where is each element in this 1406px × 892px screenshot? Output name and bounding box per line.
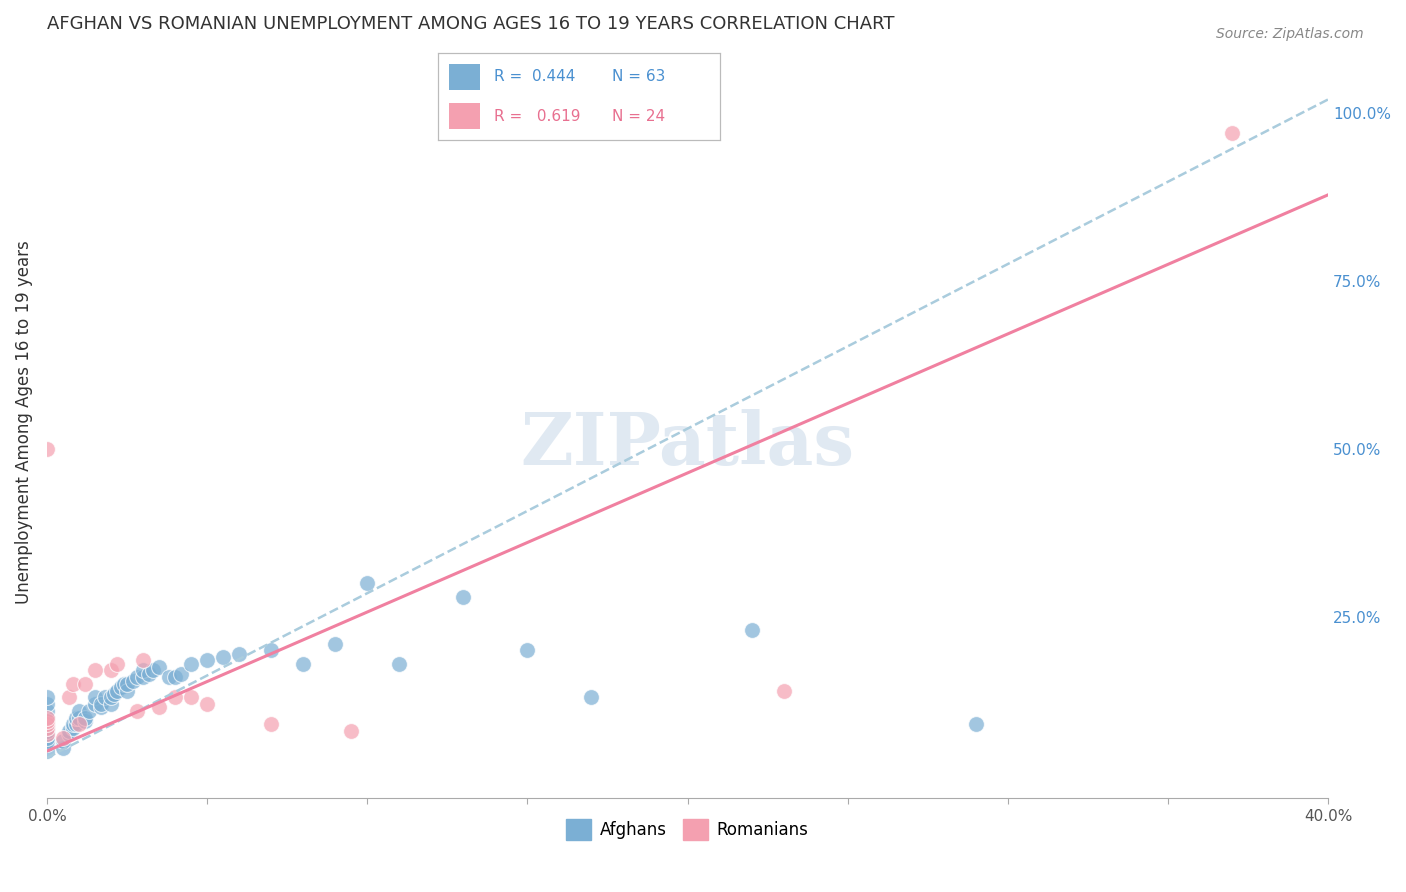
Point <box>195 697 218 711</box>
Point <box>65 710 87 724</box>
Point <box>58 727 80 741</box>
Point <box>1220 126 1243 140</box>
Point <box>35 738 58 752</box>
Point <box>35 704 58 718</box>
Point <box>180 657 202 671</box>
Point <box>35 714 58 728</box>
Point <box>35 717 58 731</box>
Point <box>453 590 475 604</box>
Point <box>35 690 58 705</box>
Legend: Afghans, Romanians: Afghans, Romanians <box>560 813 815 847</box>
Point <box>228 647 250 661</box>
Point <box>77 704 100 718</box>
Point <box>52 734 75 748</box>
Point <box>163 670 186 684</box>
Point <box>35 697 58 711</box>
Point <box>122 673 145 688</box>
Point <box>62 677 84 691</box>
Point <box>195 653 218 667</box>
Point <box>67 717 90 731</box>
Point <box>35 723 58 738</box>
Point <box>516 643 538 657</box>
Point <box>965 717 987 731</box>
Point <box>105 683 128 698</box>
Point <box>100 697 122 711</box>
Point <box>323 637 346 651</box>
Point <box>132 670 155 684</box>
Point <box>58 723 80 738</box>
Point <box>260 643 283 657</box>
Point <box>35 734 58 748</box>
Point <box>35 727 58 741</box>
Point <box>115 683 138 698</box>
Point <box>138 666 160 681</box>
Point <box>67 704 90 718</box>
Point <box>65 717 87 731</box>
Point <box>148 660 170 674</box>
Point <box>115 677 138 691</box>
Point <box>356 576 378 591</box>
Point <box>581 690 603 705</box>
Point <box>35 714 58 728</box>
Point <box>388 657 411 671</box>
Point <box>35 731 58 745</box>
Point <box>125 704 148 718</box>
Point <box>75 714 97 728</box>
Point <box>142 664 165 678</box>
Point <box>84 697 107 711</box>
Point <box>90 700 112 714</box>
Point <box>110 680 132 694</box>
Point <box>35 710 58 724</box>
Point <box>132 653 155 667</box>
Point <box>75 677 97 691</box>
Y-axis label: Unemployment Among Ages 16 to 19 years: Unemployment Among Ages 16 to 19 years <box>15 240 32 604</box>
Point <box>170 666 193 681</box>
Point <box>52 731 75 745</box>
Point <box>35 442 58 456</box>
Point <box>148 700 170 714</box>
Text: ZIPatlas: ZIPatlas <box>520 409 855 480</box>
Point <box>157 670 180 684</box>
Text: Source: ZipAtlas.com: Source: ZipAtlas.com <box>1216 27 1364 41</box>
Text: AFGHAN VS ROMANIAN UNEMPLOYMENT AMONG AGES 16 TO 19 YEARS CORRELATION CHART: AFGHAN VS ROMANIAN UNEMPLOYMENT AMONG AG… <box>46 15 894 33</box>
Point <box>292 657 315 671</box>
Point <box>67 710 90 724</box>
Point <box>90 697 112 711</box>
Point <box>62 717 84 731</box>
Point <box>62 721 84 735</box>
Point <box>180 690 202 705</box>
Point <box>125 670 148 684</box>
Point <box>93 690 115 705</box>
Point <box>772 683 794 698</box>
Point <box>100 664 122 678</box>
Point <box>35 721 58 735</box>
Point <box>35 710 58 724</box>
Point <box>35 721 58 735</box>
Point <box>35 717 58 731</box>
Point <box>260 717 283 731</box>
Point <box>35 744 58 758</box>
Point <box>75 710 97 724</box>
Point <box>84 690 107 705</box>
Point <box>163 690 186 705</box>
Point <box>741 623 763 637</box>
Point <box>212 650 235 665</box>
Point <box>84 664 107 678</box>
Point <box>112 677 135 691</box>
Point <box>58 690 80 705</box>
Point <box>35 727 58 741</box>
Point <box>52 740 75 755</box>
Point <box>340 723 363 738</box>
Point <box>100 690 122 705</box>
Point <box>105 657 128 671</box>
Point <box>103 687 125 701</box>
Point <box>132 664 155 678</box>
